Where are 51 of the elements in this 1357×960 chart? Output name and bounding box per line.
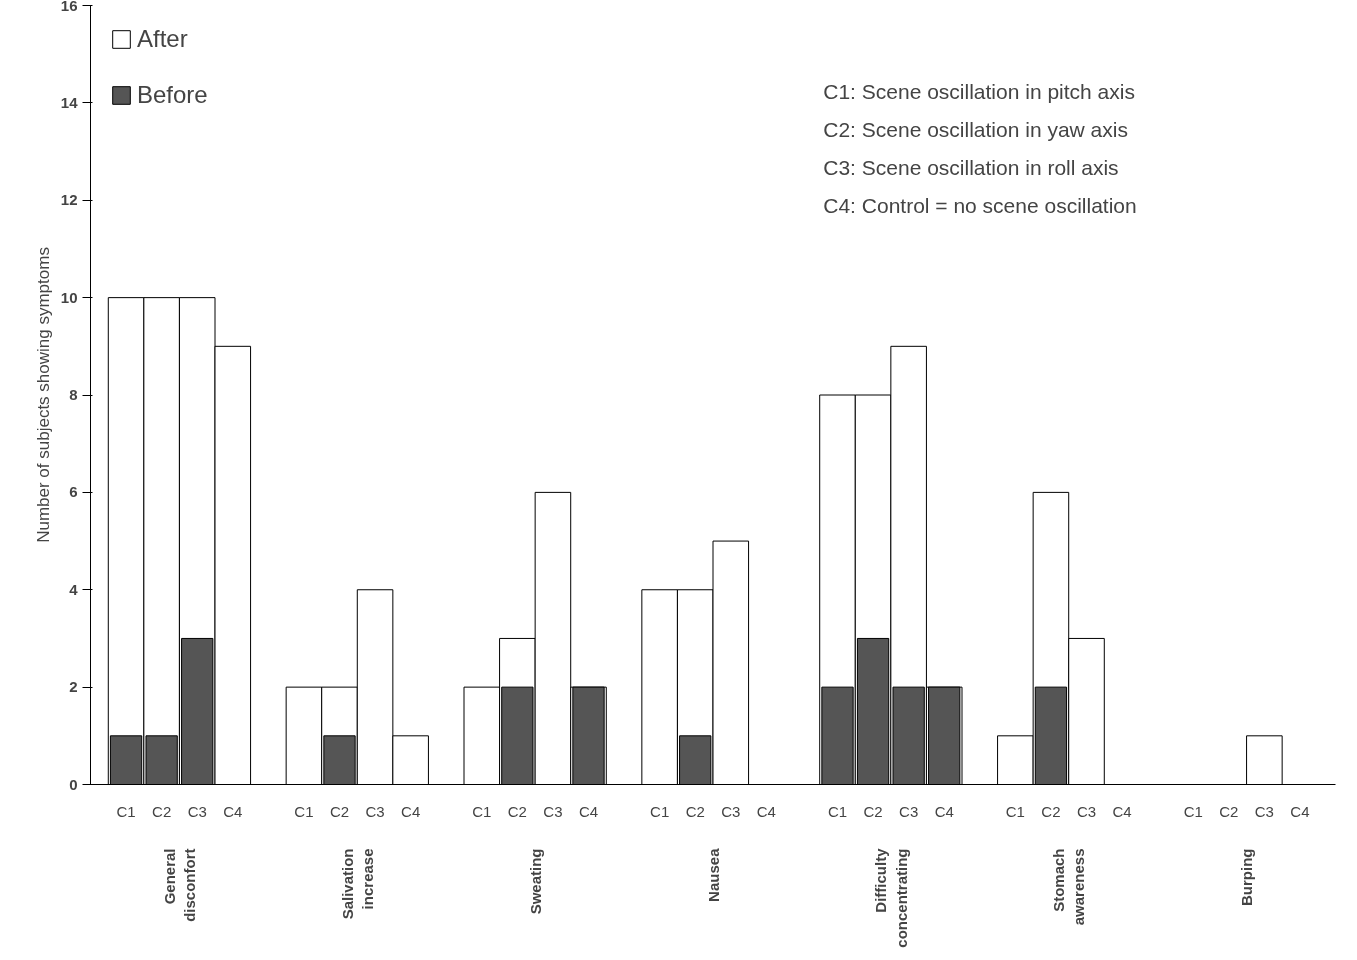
x-tick-label: C4	[1112, 802, 1132, 820]
y-tick-label: 0	[69, 775, 78, 793]
x-tick-label: C2	[152, 802, 172, 820]
y-tick-label: 6	[69, 483, 78, 501]
x-tick-label: C4	[578, 802, 599, 820]
x-tick-label: C1	[1005, 802, 1025, 820]
x-tick-label: C1	[294, 802, 314, 820]
x-tick-label: C3	[365, 802, 385, 820]
legend-label: Before	[137, 81, 208, 109]
y-tick-label: 12	[60, 191, 78, 209]
y-axis-title: Number of subjects showing symptoms	[33, 247, 53, 543]
y-tick-label: 8	[69, 386, 78, 403]
x-tick-label: C1	[827, 802, 848, 820]
x-tick-label: C3	[721, 802, 741, 820]
x-tick-label: C2	[1219, 802, 1239, 820]
annotation: C2: Scene oscillation in yaw axis	[823, 117, 1128, 141]
x-tick-label: C1	[116, 802, 136, 820]
x-tick-label: C2	[1041, 802, 1061, 820]
x-tick-label: C3	[1254, 802, 1274, 820]
y-tick-label: 4	[69, 580, 79, 598]
x-tick-label: C4	[401, 802, 421, 820]
x-tick-label: C2	[507, 802, 527, 820]
x-tick-label: C4	[1290, 802, 1310, 820]
annotation: C1: Scene oscillation in pitch axis	[823, 79, 1135, 103]
text: Stomach awareness	[1050, 848, 1088, 926]
x-tick-label: C4	[756, 802, 776, 820]
text: General disconfort	[160, 848, 199, 922]
x-tick-label: C2	[685, 802, 705, 820]
text: Burping	[1238, 848, 1256, 906]
y-tick-label: 10	[60, 288, 78, 306]
legend-label: After	[137, 25, 188, 53]
x-tick-label: C3	[187, 802, 207, 820]
x-tick-label: C1	[1183, 802, 1203, 820]
x-tick-label: C2	[863, 802, 883, 820]
x-tick-label: C3	[543, 802, 563, 820]
x-tick-label: C3	[899, 802, 919, 820]
x-tick-label: C1	[472, 802, 492, 820]
text: Sweating	[526, 848, 544, 915]
y-tick-label: 2	[69, 678, 78, 696]
x-tick-label: C4	[223, 802, 243, 820]
x-tick-label: C4	[934, 802, 954, 820]
y-tick-label: 14	[60, 93, 79, 111]
x-tick-label: C2	[329, 802, 350, 820]
y-tick-label: 16	[60, 0, 78, 14]
x-tick-label: C1	[650, 802, 670, 820]
text: Difficulty concentrating	[872, 847, 910, 948]
x-tick-label: C3	[1076, 802, 1097, 820]
text: Salivation increase	[338, 848, 376, 920]
text: Nausea	[704, 847, 722, 902]
annotation: C3: Scene oscillation in roll axis	[823, 155, 1119, 179]
annotation: C4: Control = no scene oscillation	[823, 193, 1137, 217]
